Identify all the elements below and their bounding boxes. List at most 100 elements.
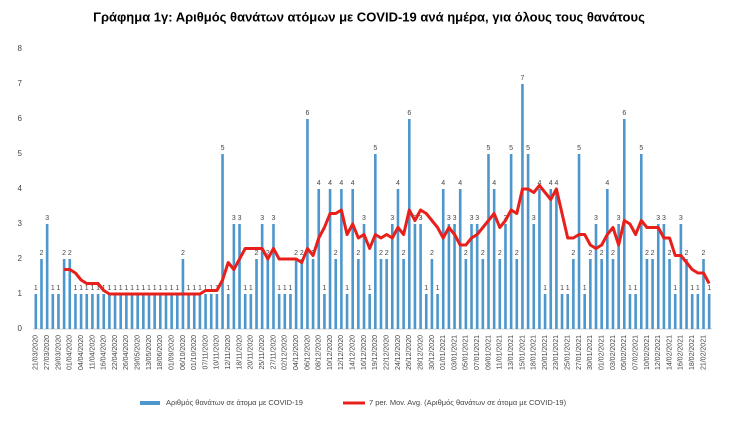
y-tick-label: 6 xyxy=(18,114,23,123)
y-tick-label: 4 xyxy=(18,184,23,193)
bar xyxy=(441,189,445,329)
bar xyxy=(504,224,507,329)
x-tick-label: 05/02/2021 xyxy=(621,335,628,370)
bar xyxy=(606,189,609,329)
data-label: 1 xyxy=(51,285,55,292)
bar xyxy=(385,259,388,329)
data-label: 1 xyxy=(634,285,638,292)
bar xyxy=(249,294,253,329)
data-label: 3 xyxy=(45,215,49,222)
data-label: 1 xyxy=(368,285,372,292)
bar xyxy=(515,259,519,329)
data-label: 3 xyxy=(447,215,451,222)
data-label: 1 xyxy=(436,285,440,292)
bar xyxy=(45,224,49,329)
data-label: 1 xyxy=(57,285,61,292)
chart-title: Γράφημα 1γ: Αριθμός θανάτων ατόμων με CO… xyxy=(93,9,645,24)
data-label: 2 xyxy=(464,250,468,257)
x-tick-label: 07/11/2020 xyxy=(202,335,209,370)
x-tick-label: 28/12/2020 xyxy=(417,335,424,370)
bar xyxy=(260,224,264,329)
bar xyxy=(175,294,179,329)
data-label: 1 xyxy=(130,285,134,292)
bar xyxy=(430,259,434,329)
data-label: 2 xyxy=(611,250,615,257)
data-label: 3 xyxy=(238,215,242,222)
data-label: 1 xyxy=(170,285,174,292)
bar xyxy=(108,294,111,329)
bar xyxy=(662,224,666,329)
x-tick-label: 06/12/2020 xyxy=(304,335,311,370)
data-label: 1 xyxy=(673,285,677,292)
data-label: 2 xyxy=(600,250,604,257)
data-label: 2 xyxy=(385,250,389,257)
x-tick-label: 01/04/2020 xyxy=(67,335,74,370)
data-label: 2 xyxy=(334,250,338,257)
data-label: 3 xyxy=(679,215,683,222)
data-label: 4 xyxy=(351,180,355,187)
x-tick-label: 12/12/2020 xyxy=(338,335,345,370)
data-label: 5 xyxy=(487,145,491,152)
x-tick-label: 01/10/2020 xyxy=(191,335,198,370)
data-label: 1 xyxy=(113,285,117,292)
x-tick-label: 10/11/2020 xyxy=(214,335,221,370)
data-label: 1 xyxy=(158,285,162,292)
data-label: 4 xyxy=(317,180,321,187)
data-label: 1 xyxy=(289,285,293,292)
data-label: 3 xyxy=(475,215,479,222)
bar xyxy=(311,259,315,329)
bar xyxy=(453,224,456,329)
bar xyxy=(475,224,479,329)
x-tick-label: 04/12/2020 xyxy=(293,335,300,370)
bar xyxy=(413,224,417,329)
x-tick-label: 25/11/2020 xyxy=(259,335,266,370)
x-tick-label: 12/11/2020 xyxy=(225,335,232,370)
data-label: 1 xyxy=(424,285,428,292)
data-label: 5 xyxy=(221,145,225,152)
bar xyxy=(221,154,224,329)
data-label: 3 xyxy=(594,215,598,222)
x-tick-label: 22/04/2020 xyxy=(112,335,119,370)
data-label: 4 xyxy=(328,180,332,187)
x-tick-label: 21/02/2021 xyxy=(700,335,707,370)
x-tick-label: 04/04/2020 xyxy=(78,335,85,370)
data-label: 3 xyxy=(232,215,236,222)
data-label: 1 xyxy=(187,285,191,292)
y-tick-label: 7 xyxy=(18,79,23,88)
data-label: 2 xyxy=(181,250,185,257)
bar xyxy=(232,224,236,329)
data-label: 3 xyxy=(617,215,621,222)
data-label: 5 xyxy=(577,145,581,152)
bar xyxy=(96,294,100,329)
bar xyxy=(600,259,603,329)
data-label: 2 xyxy=(430,250,434,257)
data-label: 2 xyxy=(645,250,649,257)
x-tick-label: 16/12/2020 xyxy=(361,335,368,370)
bar xyxy=(40,259,43,329)
bar xyxy=(391,224,394,329)
bar xyxy=(555,189,558,329)
x-tick-label: 07/01/2021 xyxy=(474,335,481,370)
data-label: 2 xyxy=(515,250,519,257)
bar xyxy=(532,224,536,329)
data-label: 2 xyxy=(481,250,485,257)
x-tick-label: 15/01/2021 xyxy=(519,335,526,370)
x-tick-label: 22/12/2020 xyxy=(383,335,390,370)
bar xyxy=(577,154,581,329)
data-label: 5 xyxy=(639,145,643,152)
bar xyxy=(272,224,275,329)
x-tick-label: 27/01/2021 xyxy=(576,335,583,370)
data-label: 1 xyxy=(204,285,208,292)
bar xyxy=(487,154,490,329)
bar xyxy=(498,259,502,329)
data-label: 5 xyxy=(526,145,530,152)
bar xyxy=(238,224,241,329)
bar xyxy=(204,294,207,329)
x-tick-label: 11/01/2021 xyxy=(497,335,504,370)
bar xyxy=(685,259,688,329)
data-label: 1 xyxy=(277,285,281,292)
bar xyxy=(130,294,134,329)
bar xyxy=(294,259,298,329)
data-label: 1 xyxy=(164,285,168,292)
data-label: 2 xyxy=(266,250,270,257)
